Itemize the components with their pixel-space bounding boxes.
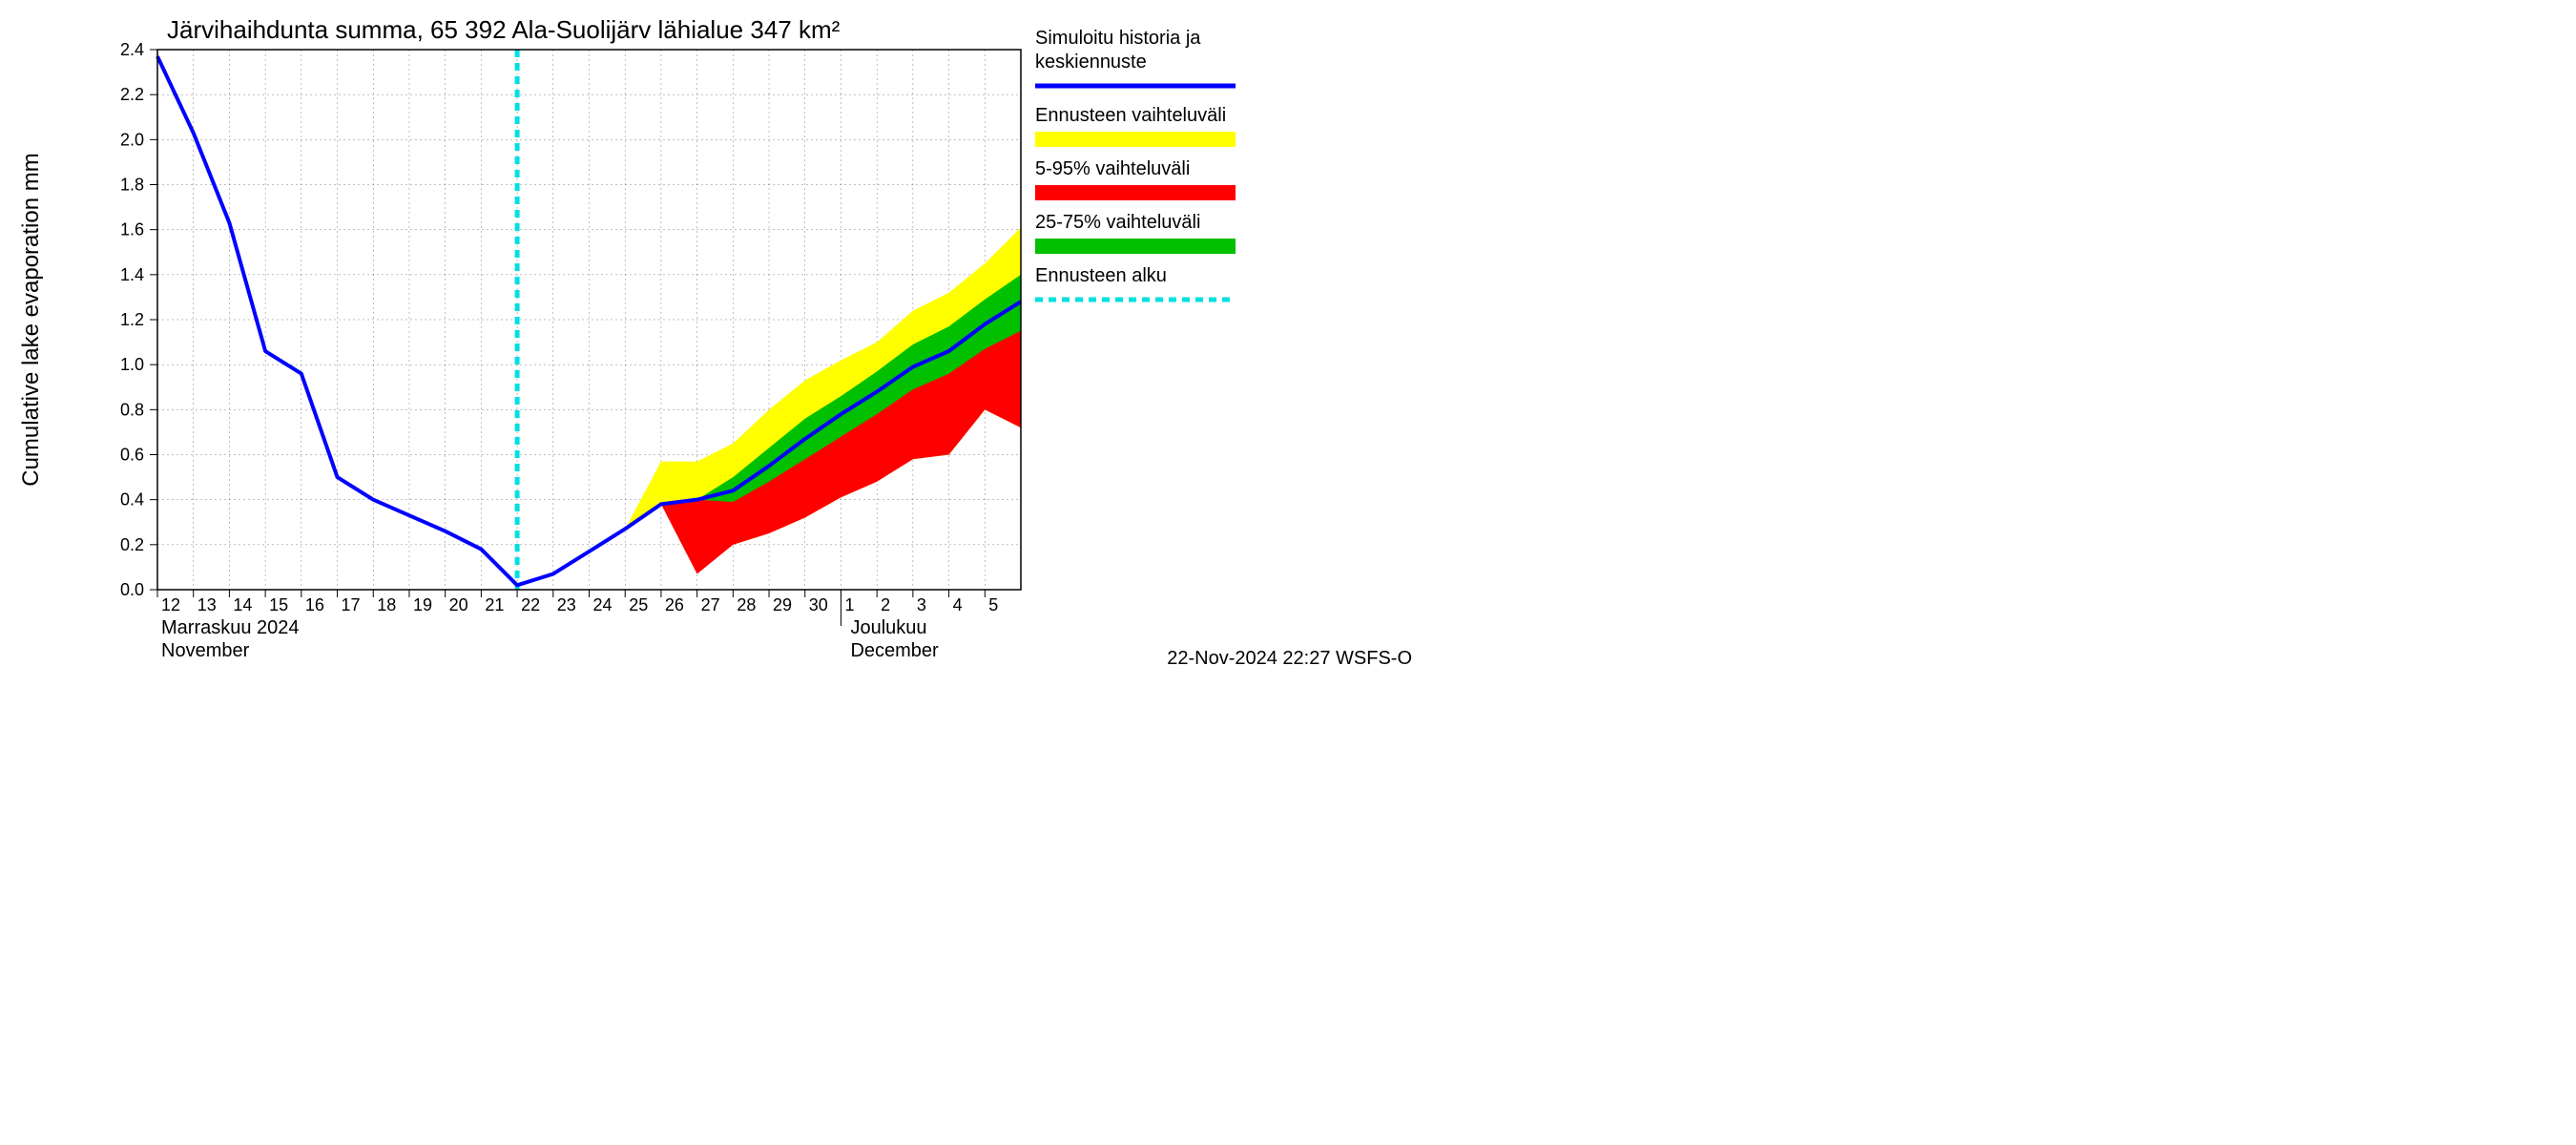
x-tick-label: 28 bbox=[737, 595, 756, 614]
legend-swatch bbox=[1035, 185, 1236, 200]
x-tick-label: 23 bbox=[557, 595, 576, 614]
y-tick-label: 1.6 bbox=[120, 220, 144, 239]
month-label: December bbox=[850, 640, 939, 661]
legend-swatch bbox=[1035, 132, 1236, 147]
x-tick-label: 4 bbox=[953, 595, 963, 614]
y-tick-label: 0.8 bbox=[120, 400, 144, 419]
month-label: Marraskuu 2024 bbox=[161, 617, 300, 638]
x-tick-label: 15 bbox=[269, 595, 288, 614]
x-tick-label: 24 bbox=[593, 595, 613, 614]
x-tick-label: 19 bbox=[413, 595, 432, 614]
x-tick-label: 13 bbox=[197, 595, 217, 614]
footer-timestamp: 22-Nov-2024 22:27 WSFS-O bbox=[1167, 648, 1412, 669]
chart-svg: 0.0 0.2 0.4 0.6 0.8 1.0 1.2 1.4 1.6 1.8 2.0 2.2 2.4 1… bbox=[0, 0, 1431, 687]
legend-label: 25-75% vaihteluväli bbox=[1035, 212, 1200, 233]
month-label: Joulukuu bbox=[850, 617, 926, 638]
x-tick-label: 17 bbox=[342, 595, 361, 614]
x-tick-label: 2 bbox=[881, 595, 890, 614]
y-tick-label: 1.0 bbox=[120, 355, 144, 374]
y-tick-label: 2.4 bbox=[120, 40, 144, 59]
y-tick-label: 2.2 bbox=[120, 85, 144, 104]
x-tick-label: 26 bbox=[665, 595, 684, 614]
x-tick-label: 3 bbox=[917, 595, 926, 614]
x-tick-label: 16 bbox=[305, 595, 324, 614]
y-tick-label: 2.0 bbox=[120, 130, 144, 149]
month-label: November bbox=[161, 640, 250, 661]
x-tick-label: 20 bbox=[449, 595, 468, 614]
y-tick-label: 0.6 bbox=[120, 446, 144, 465]
chart-container: 0.0 0.2 0.4 0.6 0.8 1.0 1.2 1.4 1.6 1.8 2.0 2.2 2.4 1… bbox=[0, 0, 1431, 687]
x-tick-label: 21 bbox=[485, 595, 504, 614]
x-tick-label: 14 bbox=[233, 595, 252, 614]
y-tick-label: 1.2 bbox=[120, 310, 144, 329]
x-tick-label: 1 bbox=[844, 595, 854, 614]
y-tick-label: 0.2 bbox=[120, 535, 144, 554]
legend-label: Ennusteen alku bbox=[1035, 265, 1167, 286]
legend-label: Simuloitu historia ja bbox=[1035, 28, 1201, 49]
x-tick-label: 29 bbox=[773, 595, 792, 614]
legend-label: 5-95% vaihteluväli bbox=[1035, 158, 1190, 179]
legend-swatch bbox=[1035, 239, 1236, 254]
chart-title: Järvihaihdunta summa, 65 392 Ala-Suolijä… bbox=[167, 15, 841, 44]
x-tick-label: 25 bbox=[629, 595, 648, 614]
x-tick-label: 5 bbox=[988, 595, 998, 614]
y-axis-label: Cumulative lake evaporation mm bbox=[18, 153, 44, 487]
x-tick-label: 27 bbox=[701, 595, 720, 614]
legend-label: Ennusteen vaihteluväli bbox=[1035, 105, 1226, 126]
y-tick-label: 0.0 bbox=[120, 580, 144, 599]
x-tick-label: 22 bbox=[521, 595, 540, 614]
y-tick-label: 0.4 bbox=[120, 490, 144, 510]
x-tick-label: 18 bbox=[377, 595, 396, 614]
legend-label: keskiennuste bbox=[1035, 52, 1147, 73]
y-tick-label: 1.4 bbox=[120, 265, 144, 284]
x-tick-label: 12 bbox=[161, 595, 180, 614]
x-tick-label: 30 bbox=[809, 595, 828, 614]
y-tick-label: 1.8 bbox=[120, 176, 144, 195]
